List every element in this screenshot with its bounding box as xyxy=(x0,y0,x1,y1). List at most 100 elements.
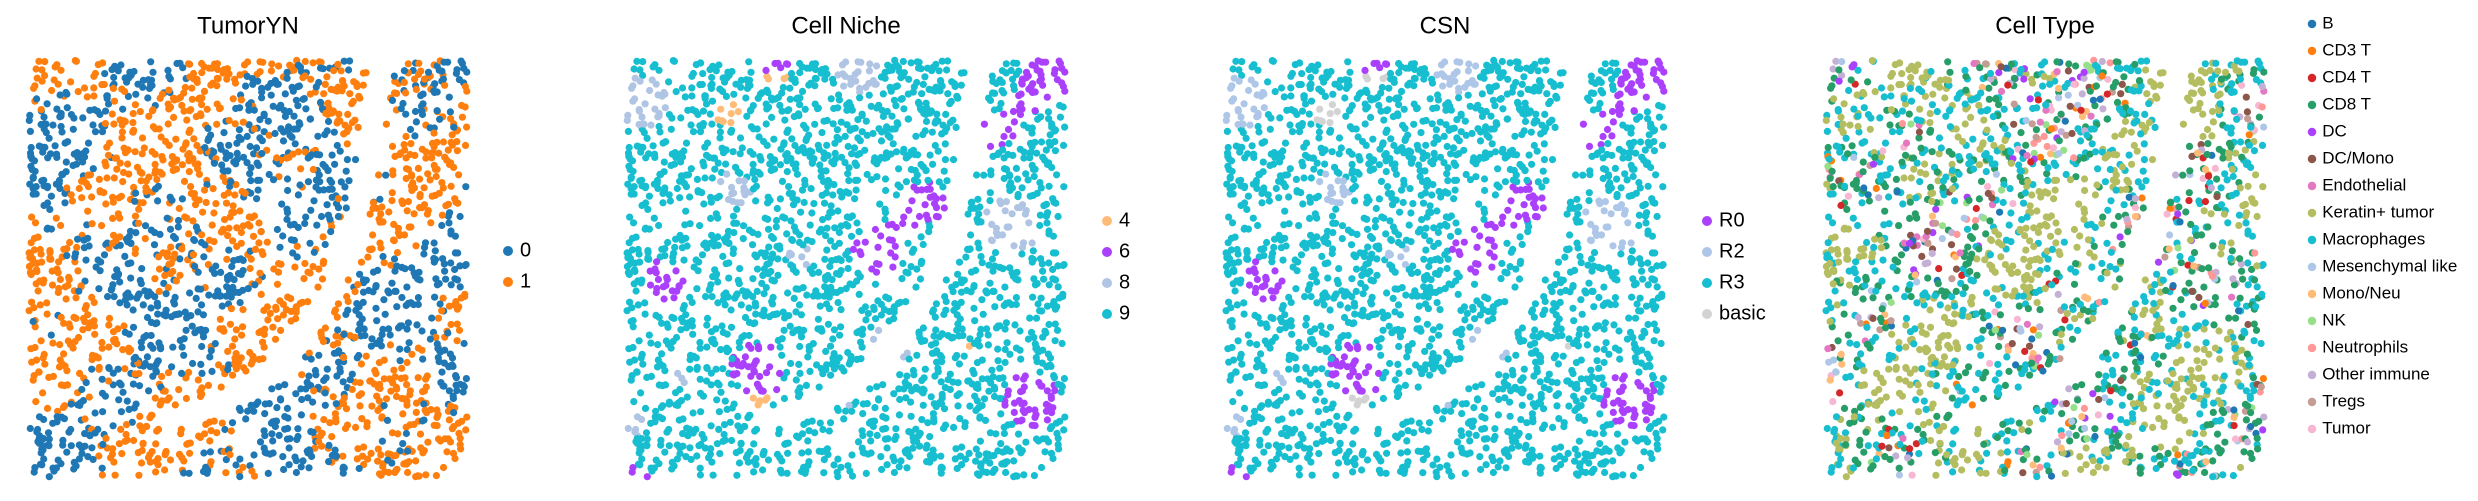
cell-dot xyxy=(28,213,36,221)
cell-dot xyxy=(1041,448,1049,456)
cell-dot xyxy=(698,251,707,259)
cell-dot xyxy=(644,248,652,256)
cell-dot xyxy=(129,128,137,136)
cell-dot xyxy=(388,429,396,437)
cell-dot xyxy=(261,432,269,440)
cell-dot xyxy=(27,143,35,152)
cell-dot xyxy=(862,316,870,324)
cell-dot xyxy=(711,165,719,173)
cell-dot xyxy=(170,113,178,121)
cell-dot xyxy=(994,357,1002,365)
cell-dot xyxy=(787,251,796,259)
cell-dot xyxy=(435,66,443,74)
cell-dot xyxy=(1541,276,1549,284)
cell-dot xyxy=(1006,350,1014,358)
cell-dot xyxy=(84,183,92,191)
cell-dot xyxy=(121,252,129,260)
cell-dot xyxy=(921,73,929,81)
cell-dot xyxy=(295,82,303,90)
cell-dot xyxy=(447,320,455,329)
cell-dot xyxy=(696,344,704,352)
cell-dot xyxy=(827,283,835,291)
cell-dot xyxy=(853,219,861,227)
cell-dot xyxy=(764,225,773,233)
cell-dot xyxy=(953,464,961,473)
cell-dot xyxy=(712,365,720,373)
cell-dot xyxy=(175,450,184,458)
cell-dot xyxy=(307,75,315,83)
cell-dot xyxy=(762,66,770,74)
cell-dot xyxy=(80,84,89,92)
cell-dot xyxy=(130,436,138,445)
cell-dot xyxy=(380,402,388,410)
cell-dot xyxy=(38,77,46,85)
cell-dot xyxy=(356,270,364,278)
cell-dot xyxy=(218,302,226,310)
cell-dot xyxy=(122,291,130,299)
cell-dot xyxy=(1004,387,1012,395)
cell-dot xyxy=(198,342,206,351)
cell-dot xyxy=(902,394,910,402)
cell-dot xyxy=(237,228,245,237)
cell-dot xyxy=(1254,122,1262,131)
cell-dot xyxy=(783,230,791,238)
cell-dot xyxy=(430,87,438,95)
cell-dot xyxy=(944,57,952,65)
cell-dot xyxy=(837,463,845,471)
cell-dot xyxy=(387,387,395,395)
cell-dot xyxy=(1585,96,1594,104)
cell-dot xyxy=(237,255,245,263)
cell-dot xyxy=(254,186,262,194)
cell-dot xyxy=(203,105,211,113)
cell-dot xyxy=(650,214,658,222)
cell-dot xyxy=(40,113,48,121)
cell-dot xyxy=(213,100,221,108)
cell-dot xyxy=(398,293,406,302)
cell-dot xyxy=(325,185,333,193)
cell-dot xyxy=(892,148,901,156)
cell-dot xyxy=(924,215,932,223)
cell-dot xyxy=(1061,68,1069,76)
cell-dot xyxy=(455,326,464,334)
cell-dot xyxy=(260,444,268,452)
cell-dot xyxy=(432,472,440,480)
cell-dot xyxy=(1590,249,1599,257)
cell-dot xyxy=(1428,335,1436,343)
cell-dot xyxy=(642,429,651,437)
cell-dot xyxy=(632,287,640,295)
cell-dot xyxy=(109,198,117,206)
cell-dot xyxy=(1012,164,1021,172)
cell-dot xyxy=(753,287,761,295)
cell-dot xyxy=(90,106,98,114)
cell-dot xyxy=(342,204,350,212)
legend-marker xyxy=(503,246,513,256)
cell-dot xyxy=(1037,463,1046,472)
cell-dot xyxy=(1340,313,1349,322)
cell-dot xyxy=(98,464,106,472)
cell-dot xyxy=(142,184,150,192)
cell-dot xyxy=(639,360,647,368)
cell-dot xyxy=(1010,408,1018,416)
cell-dot xyxy=(414,294,422,302)
cell-dot xyxy=(207,427,215,435)
cell-dot xyxy=(1002,198,1011,206)
cell-dot xyxy=(32,398,40,406)
cell-dot xyxy=(680,147,688,155)
cell-dot xyxy=(638,113,646,121)
cell-dot xyxy=(954,270,962,278)
cell-dot xyxy=(1630,281,1638,289)
cell-dot xyxy=(141,222,150,230)
cell-dot xyxy=(47,255,55,263)
cell-dot xyxy=(101,107,110,115)
cell-dot xyxy=(200,253,208,261)
cell-dot xyxy=(773,386,781,394)
cell-dot xyxy=(428,139,437,147)
cell-dot xyxy=(109,445,117,453)
cell-dot xyxy=(53,413,61,421)
cell-dot xyxy=(1260,381,1269,389)
cell-dot xyxy=(243,72,251,80)
cell-dot xyxy=(946,100,954,108)
cell-dot xyxy=(926,451,934,460)
cell-dot xyxy=(343,293,351,301)
cell-dot xyxy=(178,369,186,377)
